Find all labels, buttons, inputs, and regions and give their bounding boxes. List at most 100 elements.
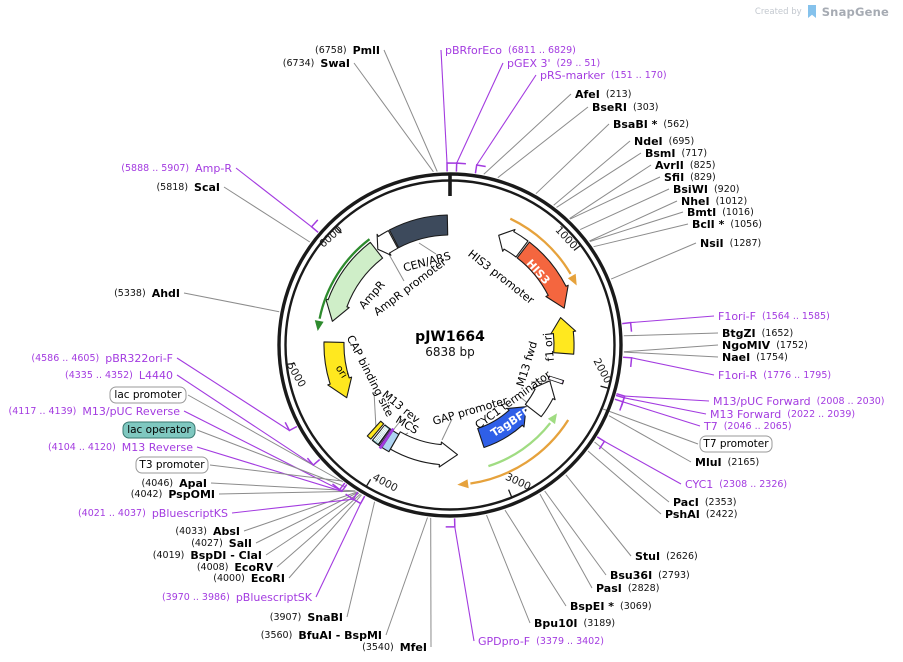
- boxed-label-callout-line: [196, 429, 347, 488]
- enzyme-name: SalI: [229, 537, 252, 550]
- primer-position: (4335 .. 4352): [65, 370, 133, 381]
- primer-hook: [614, 398, 624, 411]
- enzyme-callout-line: [497, 106, 589, 179]
- boxed-label-frame: [109, 386, 187, 404]
- enzyme-position: (2626): [666, 551, 698, 562]
- feature-label-connector: [418, 242, 437, 255]
- GAP-promoter-feature: [389, 431, 459, 468]
- enzyme-callout-line: [623, 344, 719, 353]
- feature-stripe: [373, 425, 386, 441]
- enzyme-callout-line: [276, 493, 361, 568]
- enzyme-callout-line: [223, 186, 311, 243]
- feature-stripe: [375, 427, 388, 443]
- enzyme-name: PspOMI: [168, 488, 215, 501]
- enzyme-position: (695): [669, 136, 695, 147]
- enzyme-callout-line: [569, 176, 661, 220]
- enzyme-name: SwaI: [320, 57, 350, 70]
- enzyme-callout-line: [553, 140, 631, 206]
- primer-label: pBRforEco (6811 .. 6829): [445, 44, 576, 57]
- enzyme-label: BsiWI (920): [673, 183, 739, 196]
- enzyme-position: (213): [606, 89, 632, 100]
- enzyme-position: (3907): [270, 612, 302, 623]
- enzyme-callout-line: [579, 188, 670, 231]
- enzyme-position: (825): [690, 160, 716, 171]
- primer-label: (3970 .. 3986) pBluescriptSK: [162, 591, 313, 604]
- enzyme-name: PacI: [673, 496, 699, 509]
- enzyme-name: BsaBI *: [613, 118, 658, 131]
- feature-stripe: [549, 377, 563, 383]
- enzyme-position: (2422): [706, 509, 738, 520]
- feature-stripe: [549, 378, 562, 384]
- enzyme-position: (6758): [315, 45, 347, 56]
- primer-callout-line: [196, 446, 342, 492]
- primer-label: F1ori-F (1564 .. 1585): [718, 310, 830, 323]
- enzyme-position: (1016): [722, 207, 754, 218]
- enzyme-position: (717): [682, 148, 708, 159]
- enzyme-name: NaeI: [722, 351, 750, 364]
- primer-callout-line: [624, 395, 710, 402]
- primer-hook: [332, 482, 346, 491]
- enzyme-name: PasI: [596, 582, 622, 595]
- orf-arrowhead: [547, 413, 557, 425]
- enzyme-position: (2353): [705, 497, 737, 508]
- feature-stripe: [378, 427, 394, 449]
- enzyme-callout-line: [544, 490, 607, 576]
- enzyme-label: NgoMIV (1752): [722, 339, 808, 352]
- enzyme-name: NgoMIV: [722, 339, 771, 352]
- primer-name: Amp-R: [195, 162, 232, 175]
- enzyme-name: AvrII: [655, 159, 684, 172]
- enzyme-position: (4019): [153, 550, 185, 561]
- ring-tick: [365, 478, 372, 488]
- primer-callout-line: [630, 315, 715, 324]
- enzyme-label: BclI * (1056): [692, 218, 762, 231]
- HIS3-feature: [516, 241, 569, 309]
- enzyme-callout-line: [594, 441, 670, 503]
- enzyme-position: (5818): [156, 182, 188, 193]
- feature-stripe: [549, 376, 563, 382]
- enzyme-callout-line: [385, 517, 428, 636]
- primer-hook: [352, 495, 366, 505]
- enzyme-callout-line: [565, 474, 632, 557]
- enzyme-label: NheI (1012): [681, 195, 747, 208]
- feature-label: f1 ori: [541, 332, 557, 362]
- enzyme-label: AfeI (213): [575, 88, 631, 101]
- enzyme-callout-line: [218, 490, 356, 495]
- primer-position: (1564 .. 1585): [762, 311, 830, 322]
- enzyme-callout-line: [504, 509, 567, 607]
- ring-tick: [334, 226, 342, 234]
- primer-label: F1ori-R (1776 .. 1795): [718, 369, 831, 382]
- enzyme-label: MluI (2165): [695, 456, 759, 469]
- enzyme-position: (2793): [658, 570, 690, 581]
- enzyme-label: (5818) ScaI: [156, 181, 220, 194]
- enzyme-name: SnaBI: [307, 611, 343, 624]
- primer-position: (6811 .. 6829): [508, 45, 576, 56]
- boxed-label: lac promoter: [114, 389, 182, 401]
- enzyme-label: BtgZI (1652): [722, 327, 793, 340]
- primer-hook: [306, 457, 321, 467]
- CAP-binding-site-feature: [366, 420, 385, 440]
- primer-label: T7 (2046 .. 2065): [703, 420, 792, 433]
- enzyme-callout-line: [346, 501, 376, 618]
- ring-tick-label: 3000: [503, 471, 532, 493]
- ring-tick: [286, 362, 296, 366]
- enzyme-name: Bsu36I: [610, 569, 652, 582]
- enzyme-position: (2165): [728, 457, 760, 468]
- enzyme-position: (4046): [142, 478, 174, 489]
- enzyme-label: PshAI (2422): [665, 508, 737, 521]
- enzyme-position: (6734): [283, 58, 315, 69]
- boxed-label-callout-line: [187, 394, 344, 483]
- primer-hook: [284, 421, 298, 432]
- f1-ori-feature: [550, 317, 577, 355]
- primer-name: T7: [703, 420, 718, 433]
- primer-name: pRS-marker: [540, 69, 605, 82]
- primer-name: M13/pUC Forward: [713, 395, 811, 408]
- enzyme-position: (1752): [776, 340, 808, 351]
- enzyme-label: NdeI (695): [634, 135, 694, 148]
- snapgene-logo-icon: [807, 5, 816, 18]
- primer-name: GPDpro-F: [478, 635, 530, 648]
- enzyme-name: BsiWI: [673, 183, 708, 196]
- primer-position: (29 .. 51): [557, 58, 601, 69]
- boxed-label-callout-line: [209, 464, 343, 482]
- primer-label: (4335 .. 4352) L4440: [65, 369, 173, 382]
